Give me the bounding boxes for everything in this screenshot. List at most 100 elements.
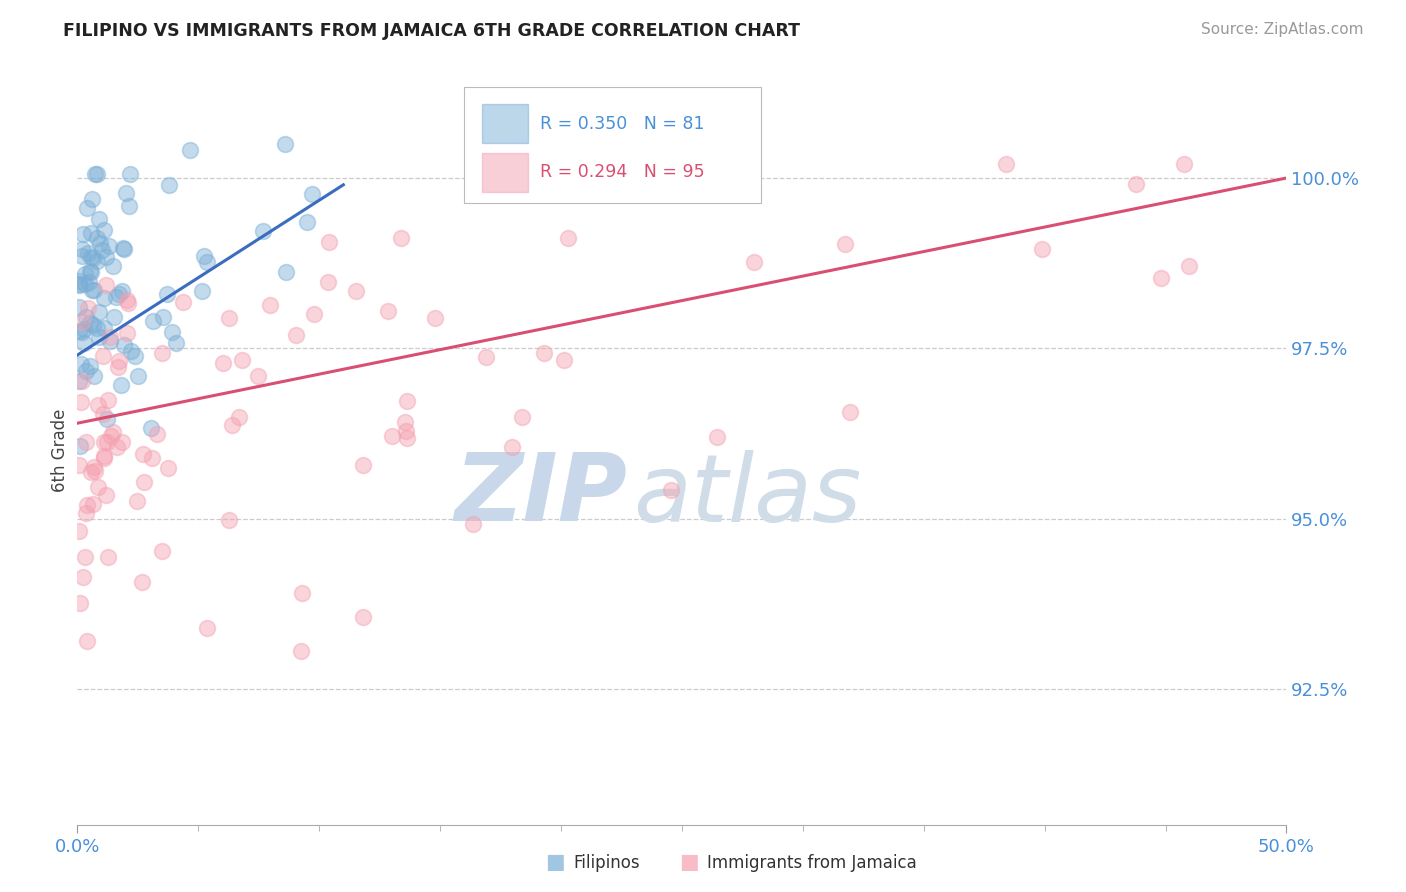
Point <box>80 283 103 297</box>
Point <box>73 267 96 281</box>
Text: R = 0.350   N = 81: R = 0.350 N = 81 <box>540 115 704 133</box>
Point <box>218 310 240 325</box>
Point <box>79 264 101 278</box>
Point <box>218 513 240 527</box>
Point <box>141 421 163 435</box>
Point <box>110 377 132 392</box>
Point <box>510 410 533 425</box>
Point <box>291 585 314 599</box>
Point <box>77 275 100 289</box>
Point <box>86 254 108 268</box>
Point <box>70 325 93 339</box>
Point <box>501 440 523 454</box>
Text: ■: ■ <box>546 853 565 872</box>
Point <box>118 167 141 181</box>
Point <box>76 633 98 648</box>
Point <box>93 435 115 450</box>
Point <box>132 475 155 489</box>
Point <box>76 201 98 215</box>
Point <box>75 364 97 378</box>
Point <box>381 429 404 443</box>
Point <box>295 214 318 228</box>
Point <box>118 199 141 213</box>
Point <box>318 235 340 249</box>
Point <box>82 318 104 332</box>
FancyBboxPatch shape <box>464 87 761 203</box>
Point <box>97 393 120 408</box>
Point <box>108 286 131 301</box>
Point <box>67 274 90 288</box>
Point <box>463 517 485 532</box>
Point <box>75 506 97 520</box>
Point <box>103 310 125 324</box>
Point <box>273 136 295 151</box>
Point <box>75 434 97 449</box>
Point <box>69 357 91 371</box>
Point <box>152 310 174 325</box>
Point <box>98 330 121 344</box>
Point <box>83 459 105 474</box>
Point <box>69 439 91 453</box>
Text: Immigrants from Jamaica: Immigrants from Jamaica <box>707 855 917 872</box>
Point <box>79 359 101 374</box>
Point <box>94 250 117 264</box>
Point <box>97 549 120 564</box>
Point <box>142 314 165 328</box>
Point <box>995 157 1018 171</box>
Text: Filipinos: Filipinos <box>574 855 640 872</box>
Point <box>112 242 135 256</box>
Point <box>156 287 179 301</box>
Point <box>98 334 121 349</box>
Point <box>179 143 201 157</box>
Point <box>107 359 129 374</box>
Point <box>77 301 100 315</box>
Point <box>247 369 270 384</box>
Point <box>193 249 215 263</box>
Point <box>80 226 103 240</box>
Point <box>72 227 94 241</box>
Point <box>84 465 107 479</box>
Point <box>259 298 281 312</box>
Text: R = 0.294   N = 95: R = 0.294 N = 95 <box>540 163 704 181</box>
Point <box>100 429 122 443</box>
Point <box>82 192 104 206</box>
Point <box>67 524 90 538</box>
Point <box>93 291 115 305</box>
Point <box>160 325 183 339</box>
Point <box>120 343 142 358</box>
Point <box>69 596 91 610</box>
Point <box>1031 242 1053 256</box>
Point <box>73 335 96 350</box>
Point <box>93 321 115 335</box>
Point <box>67 324 90 338</box>
Point <box>276 264 298 278</box>
Point <box>395 393 418 408</box>
Point <box>146 426 169 441</box>
Text: ZIP: ZIP <box>454 450 627 541</box>
Point <box>352 610 374 624</box>
Point <box>221 418 243 433</box>
Point <box>285 328 308 343</box>
Text: Source: ZipAtlas.com: Source: ZipAtlas.com <box>1201 22 1364 37</box>
Point <box>108 354 131 368</box>
Point <box>72 242 94 256</box>
Point <box>73 277 96 291</box>
Point <box>67 374 90 388</box>
Point <box>101 259 124 273</box>
Point <box>228 410 250 425</box>
Point <box>553 352 575 367</box>
Point <box>212 356 235 370</box>
Point <box>659 483 682 497</box>
Point <box>76 498 98 512</box>
Point <box>80 265 103 279</box>
Point <box>475 351 498 365</box>
Point <box>150 346 173 360</box>
Point <box>67 300 90 314</box>
Point <box>115 186 138 200</box>
Point <box>706 430 728 444</box>
Point <box>377 303 399 318</box>
Point <box>89 330 111 344</box>
Point <box>396 431 419 445</box>
Point <box>132 447 155 461</box>
Point <box>93 451 115 466</box>
